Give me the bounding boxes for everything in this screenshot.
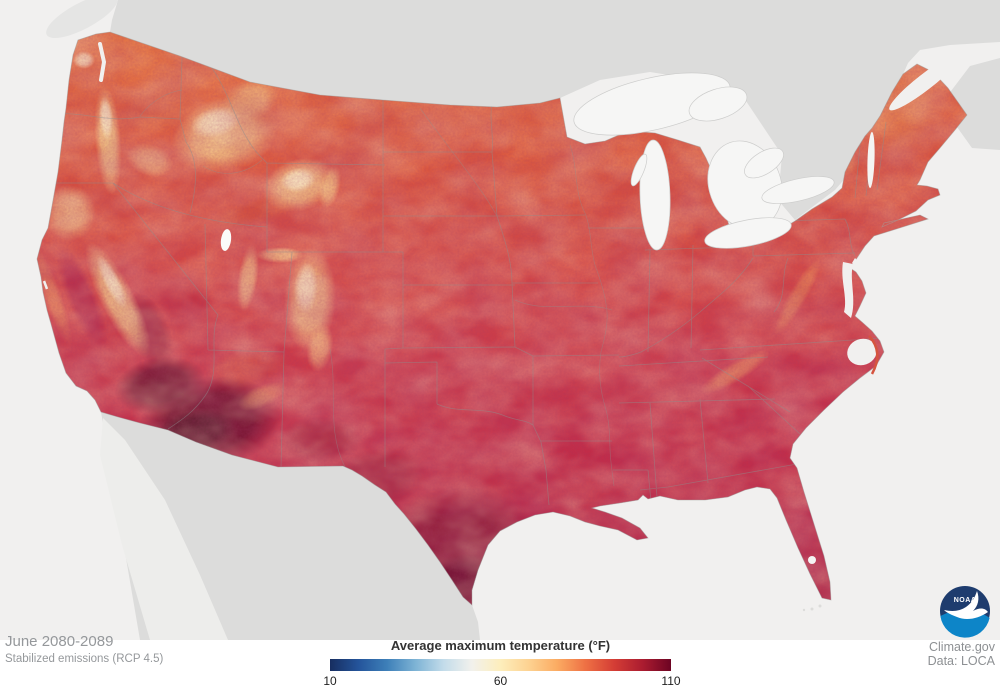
lake-ontario <box>761 176 835 204</box>
outer-banks <box>868 335 879 375</box>
us-coastline <box>36 31 968 606</box>
mexico-landmass <box>100 412 480 640</box>
pamlico-sound <box>847 338 877 366</box>
legend-tick-min: 10 <box>323 674 337 688</box>
canada-landmass <box>46 0 1000 220</box>
legend-title: Average maximum temperature (°F) <box>390 638 611 653</box>
noaa-seagull-icon <box>944 591 988 620</box>
lake-michigan <box>639 139 671 251</box>
delaware-bay <box>852 258 864 272</box>
florida-keys <box>818 604 822 608</box>
legend-tick-mid: 60 <box>493 674 508 688</box>
us-temperature-map: NOAA <box>0 0 1000 640</box>
colorbar <box>330 659 671 671</box>
great-lakes <box>573 72 835 251</box>
noaa-logo: NOAA <box>940 586 990 638</box>
scenario-label: Stabilized emissions (RCP 4.5) <box>5 653 164 665</box>
temperature-legend: Average maximum temperature (°F) 10 60 1… <box>323 638 680 690</box>
water-details <box>42 42 961 612</box>
lake-okeechobee <box>808 556 816 564</box>
lake-champlain <box>867 132 875 188</box>
canada-maritimes <box>948 58 1000 150</box>
period-label: June 2080-2089 <box>5 633 114 650</box>
credit-data: Data: LOCA <box>927 654 995 668</box>
legend-tick-max: 110 <box>661 674 681 688</box>
lake-erie <box>704 217 792 249</box>
san-francisco-bay <box>42 280 49 290</box>
vancouver-island <box>46 0 118 39</box>
baja-california <box>100 418 228 640</box>
state-borders <box>45 56 887 506</box>
credits-block: Climate.gov Data: LOCA <box>928 640 995 668</box>
lake-superior <box>573 72 731 136</box>
river-lines <box>139 89 615 487</box>
credit-site: Climate.gov <box>929 640 995 654</box>
st-lawrence-gulf <box>889 53 961 111</box>
chesapeake-bay <box>842 262 854 318</box>
period-scenario-block: June 2080-2089 Stabilized emissions (RCP… <box>5 633 163 666</box>
noaa-logo-text: NOAA <box>954 597 977 604</box>
great-salt-lake <box>220 229 232 251</box>
puget-sound <box>98 42 107 82</box>
